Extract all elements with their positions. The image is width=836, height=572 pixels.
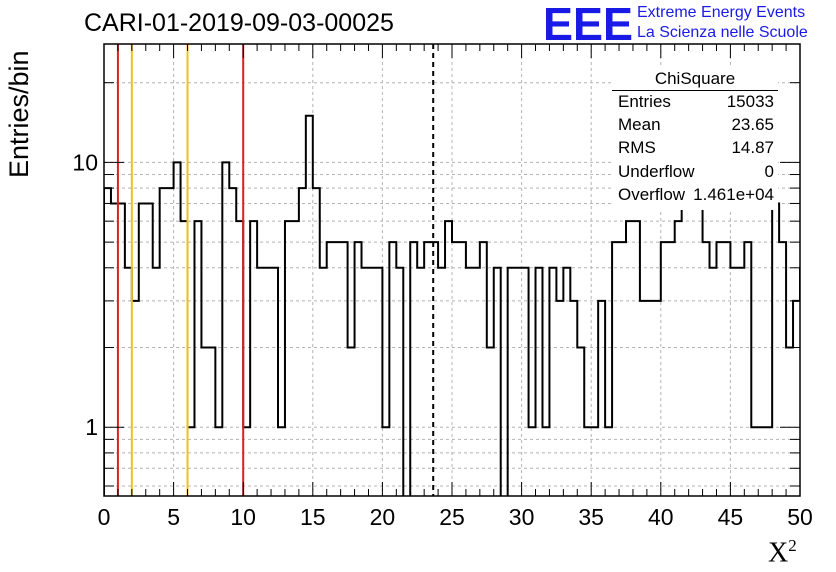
stats-key: Entries bbox=[618, 92, 671, 111]
y-axis-label: Entries/bin bbox=[4, 50, 34, 178]
x-tick-label: 40 bbox=[648, 504, 674, 530]
x-tick-label: 35 bbox=[578, 504, 604, 530]
stats-title: ChiSquare bbox=[654, 69, 736, 88]
x-tick-label: 45 bbox=[718, 504, 744, 530]
x-tick-label: 20 bbox=[370, 504, 396, 530]
y-tick-label: 1 bbox=[85, 414, 98, 440]
stats-row-rms: RMS 14.87 bbox=[618, 138, 774, 162]
x-tick-label: 50 bbox=[787, 504, 813, 530]
stats-separator bbox=[612, 90, 778, 91]
logo-line-2: La Scienza nelle Scuole bbox=[637, 24, 808, 41]
stats-key: RMS bbox=[618, 138, 656, 157]
x-tick-label: 30 bbox=[509, 504, 535, 530]
stats-box: ChiSquare Entries 15033 Mean 23.65 RMS 1… bbox=[612, 68, 778, 210]
x-tick-label: 0 bbox=[98, 504, 111, 530]
x-axis-label-base: X bbox=[768, 537, 789, 569]
histogram-line bbox=[104, 114, 800, 496]
grid bbox=[104, 44, 800, 496]
stats-value: 1.461e+04 bbox=[693, 185, 774, 204]
stats-row-mean: Mean 23.65 bbox=[618, 115, 774, 139]
x-tick-label: 5 bbox=[167, 504, 180, 530]
stats-value: 15033 bbox=[726, 92, 774, 111]
stats-value: 14.87 bbox=[731, 138, 774, 157]
stats-value: 0 bbox=[764, 162, 774, 181]
axis-ticks bbox=[103, 44, 801, 496]
stats-row-overflow: Overflow 1.461e+04 bbox=[618, 185, 774, 209]
x-axis-label-superscript: 2 bbox=[788, 536, 797, 555]
stats-row-entries: Entries 15033 bbox=[618, 92, 774, 116]
x-tick-label: 25 bbox=[439, 504, 465, 530]
eee-logo: EEE bbox=[543, 0, 633, 44]
chart-title: CARI-01-2019-09-03-00025 bbox=[84, 9, 394, 37]
stats-key: Mean bbox=[618, 115, 661, 134]
stats-row-underflow: Underflow 0 bbox=[618, 162, 774, 186]
stats-key: Overflow bbox=[618, 185, 686, 204]
stats-value: 23.65 bbox=[731, 115, 774, 134]
y-tick-label: 10 bbox=[72, 149, 98, 175]
stats-key: Underflow bbox=[618, 162, 695, 181]
eee-logo-letters: EEE bbox=[543, 0, 633, 44]
x-tick-label: 15 bbox=[300, 504, 326, 530]
x-tick-label: 10 bbox=[230, 504, 256, 530]
logo-line-1: Extreme Energy Events bbox=[637, 4, 806, 21]
x-axis-label: X2 bbox=[768, 536, 797, 569]
